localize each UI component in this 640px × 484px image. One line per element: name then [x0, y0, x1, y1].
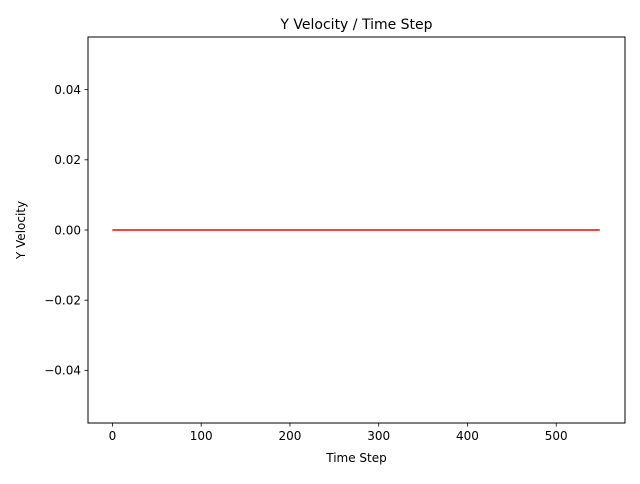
- x-tick-label: 100: [190, 429, 213, 443]
- y-axis-label: Y Velocity: [14, 201, 28, 260]
- y-tick-label: −0.02: [44, 293, 81, 307]
- x-tick-label: 400: [456, 429, 479, 443]
- y-axis-ticks: −0.04 −0.02 0.00 0.02 0.04: [44, 83, 88, 378]
- x-axis-ticks: 0 100 200 300 400 500: [109, 423, 568, 443]
- plot-frame: [87, 36, 626, 424]
- y-tick-label: 0.00: [54, 223, 81, 237]
- x-tick-label: 300: [367, 429, 390, 443]
- x-axis-label: Time Step: [325, 451, 387, 465]
- y-tick-label: −0.04: [44, 364, 81, 378]
- x-tick-label: 0: [109, 429, 117, 443]
- x-tick-label: 200: [278, 429, 301, 443]
- y-tick-label: 0.02: [54, 153, 81, 167]
- x-tick-label: 500: [545, 429, 568, 443]
- y-tick-label: 0.04: [54, 83, 81, 97]
- chart-title: Y Velocity / Time Step: [279, 17, 432, 33]
